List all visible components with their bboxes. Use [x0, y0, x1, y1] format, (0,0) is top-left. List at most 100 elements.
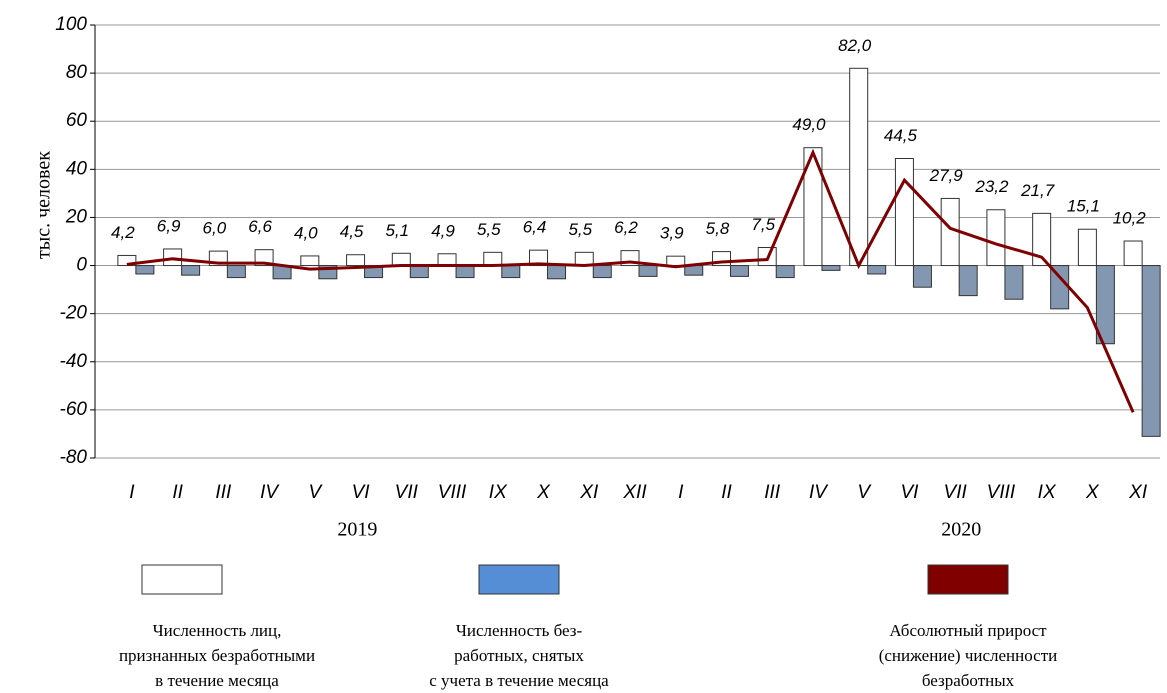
- x-tick-label: III: [215, 482, 232, 503]
- data-label: 6,9: [157, 216, 181, 235]
- bar: [849, 67, 869, 267]
- data-label: 4,9: [431, 221, 455, 240]
- bar: [437, 253, 457, 267]
- bar: [300, 255, 320, 267]
- x-tick-label: VIII: [987, 482, 1016, 503]
- y-tick-label: -20: [60, 303, 88, 324]
- legend-swatch: [478, 564, 560, 595]
- bar: [775, 265, 795, 279]
- bar: [1141, 265, 1161, 437]
- bar: [163, 248, 183, 267]
- bar: [135, 265, 155, 275]
- bar: [729, 265, 749, 277]
- y-tick-label: 60: [66, 110, 88, 131]
- data-label: 21,7: [1020, 181, 1055, 200]
- y-tick-label: 0: [76, 255, 87, 276]
- data-label: 5,8: [706, 219, 730, 238]
- data-label: 4,0: [294, 223, 318, 242]
- x-tick-label: XII: [622, 482, 647, 503]
- y-tick-label: 40: [66, 158, 88, 179]
- year-label: 2019: [337, 519, 377, 541]
- data-label: 5,5: [477, 220, 501, 239]
- legend-swatch: [927, 564, 1009, 595]
- bar: [821, 265, 841, 271]
- y-tick-label: -80: [60, 447, 88, 468]
- x-tick-label: VIII: [438, 482, 467, 503]
- bar: [1077, 228, 1097, 267]
- bar: [117, 254, 137, 267]
- x-tick-label: III: [764, 482, 781, 503]
- x-tick-label: II: [172, 482, 183, 503]
- bar: [1123, 240, 1143, 267]
- data-label: 7,5: [751, 215, 775, 234]
- y-tick-label: 80: [66, 62, 88, 83]
- x-tick-label: IV: [260, 482, 280, 503]
- x-tick-label: V: [308, 482, 323, 503]
- x-tick-label: XI: [1128, 482, 1148, 503]
- bar: [391, 252, 411, 267]
- bar: [455, 265, 475, 279]
- bar: [958, 265, 978, 297]
- bar: [254, 249, 274, 267]
- data-label: 6,4: [523, 218, 547, 237]
- x-tick-label: VII: [395, 482, 419, 503]
- x-tick-label: VI: [900, 482, 919, 503]
- bar: [803, 147, 823, 267]
- bar: [1004, 265, 1024, 300]
- x-tick-label: IX: [1038, 482, 1057, 503]
- bar: [894, 158, 914, 267]
- y-tick-label: -40: [60, 351, 88, 372]
- x-tick-label: VII: [944, 482, 968, 503]
- data-label: 6,2: [614, 218, 638, 237]
- x-tick-label: II: [721, 482, 732, 503]
- bar: [181, 265, 201, 276]
- x-tick-label: VI: [352, 482, 371, 503]
- x-tick-label: X: [536, 482, 551, 503]
- bar: [547, 265, 567, 280]
- data-label: 6,6: [248, 217, 272, 236]
- x-tick-label: IX: [489, 482, 508, 503]
- x-tick-label: IV: [809, 482, 829, 503]
- data-label: 5,1: [385, 221, 409, 240]
- legend-label: Абсолютный прирост (снижение) численност…: [878, 621, 1058, 690]
- data-label: 4,2: [111, 223, 135, 242]
- data-label: 15,1: [1067, 197, 1100, 216]
- bar: [1032, 212, 1052, 267]
- x-tick-label: XI: [579, 482, 599, 503]
- x-tick-label: X: [1085, 482, 1100, 503]
- bar: [346, 254, 366, 267]
- data-label: 5,5: [568, 220, 592, 239]
- bar: [592, 265, 612, 279]
- y-tick-label: 20: [65, 206, 88, 227]
- y-axis-label: тыс. человек: [33, 151, 55, 259]
- data-label: 3,9: [660, 224, 684, 243]
- bar: [1095, 265, 1115, 345]
- year-label: 2020: [941, 519, 981, 541]
- data-label: 6,0: [203, 219, 227, 238]
- y-tick-label: -60: [60, 399, 88, 420]
- data-label: 4,5: [340, 222, 364, 241]
- bar: [867, 265, 887, 275]
- legend-swatch: [141, 564, 223, 595]
- bar: [226, 265, 246, 279]
- bar: [986, 209, 1006, 267]
- bar: [912, 265, 932, 288]
- x-tick-label: I: [129, 482, 135, 503]
- legend-label: Численность без- работных, снятых с учет…: [429, 621, 609, 690]
- legend-label: Численность лиц, признанных безработными…: [118, 621, 316, 690]
- bar: [638, 265, 658, 277]
- data-label: 82,0: [838, 36, 872, 55]
- bar: [483, 251, 503, 267]
- bar: [501, 265, 521, 279]
- data-label: 44,5: [884, 126, 918, 145]
- x-tick-label: I: [678, 482, 684, 503]
- bar: [409, 265, 429, 279]
- data-label: 23,2: [974, 177, 1009, 196]
- y-tick-label: 100: [55, 14, 87, 35]
- x-tick-label: V: [857, 482, 872, 503]
- data-label: 10,2: [1113, 209, 1147, 228]
- line: [126, 148, 1135, 413]
- bar: [529, 249, 549, 267]
